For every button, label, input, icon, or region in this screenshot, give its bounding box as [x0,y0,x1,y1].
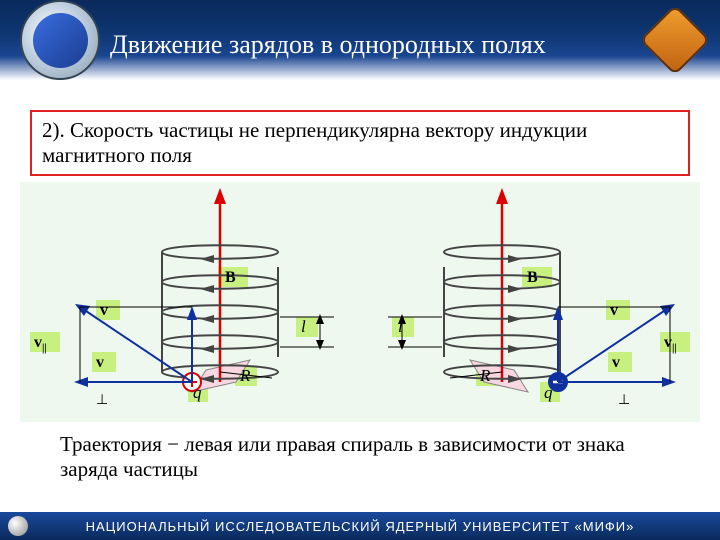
left-panel: B l R q v v|| v ⊥ [20,182,358,422]
page-title: Движение зарядов в однородных полях [110,30,640,60]
right-spiral-diagram: B l R q v v|| v ⊥ [362,182,700,422]
label-vperp-right: v [612,354,620,371]
footer-text: НАЦИОНАЛЬНЫЙ ИССЛЕДОВАТЕЛЬСКИЙ ЯДЕРНЫЙ У… [86,519,635,534]
right-panel: B l R q v v|| v ⊥ [362,182,700,422]
perp-symbol-left: ⊥ [96,393,108,408]
footer-bar: НАЦИОНАЛЬНЫЙ ИССЛЕДОВАТЕЛЬСКИЙ ЯДЕРНЫЙ У… [0,512,720,540]
left-spiral-diagram: B l R q v v|| v ⊥ [20,182,358,422]
label-R-right: R [479,366,491,385]
condition-box: 2). Скорость частицы не перпендикулярна … [30,110,690,176]
label-R-left: R [239,366,251,385]
slide: Движение зарядов в однородных полях 2). … [0,0,720,540]
label-v-right: v [610,302,618,319]
label-vperp-left: v [96,354,104,371]
label-B-left: B [225,269,236,286]
label-q-left: q [193,383,202,402]
perp-symbol-right: ⊥ [618,393,630,408]
label-q-right: q [544,383,553,402]
footer-icon [8,516,28,536]
label-l-left: l [301,317,306,336]
label-l-right: l [398,317,403,336]
university-emblem [20,0,100,80]
label-B-right: B [527,269,538,286]
label-v-left: v [100,302,108,319]
diagram-area: B l R q v v|| v ⊥ [20,182,700,422]
conclusion-text: Траектория − левая или правая спираль в … [60,432,670,482]
